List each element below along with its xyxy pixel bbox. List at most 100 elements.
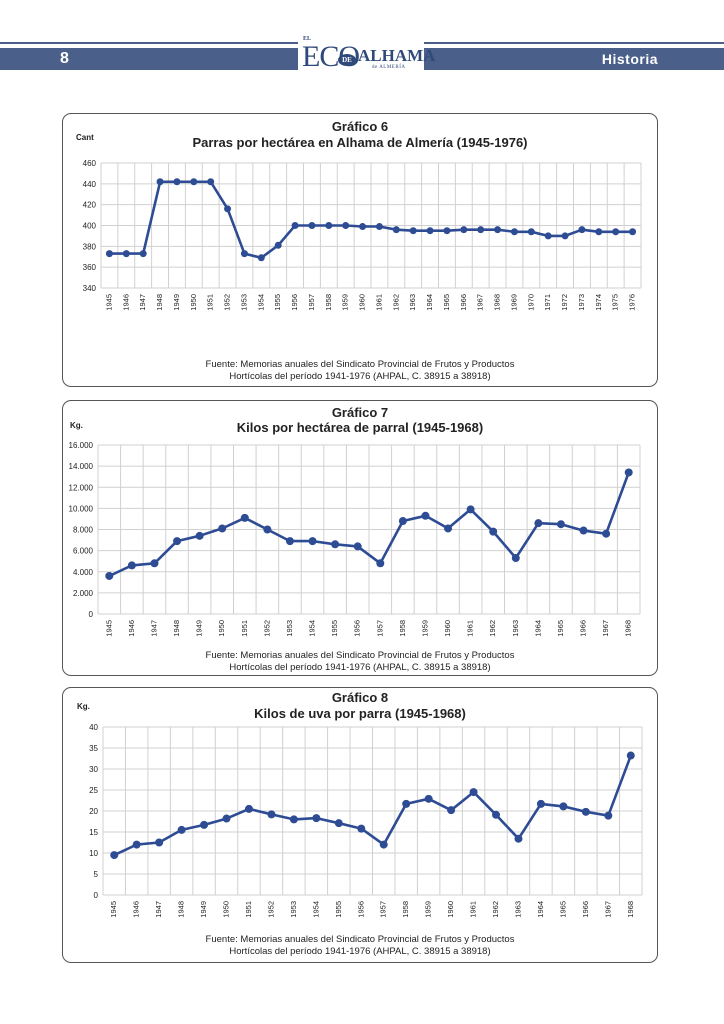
data-point — [492, 810, 501, 819]
data-point — [267, 810, 276, 819]
y-tick-label: 460 — [83, 159, 97, 168]
x-tick-label: 1959 — [424, 901, 433, 918]
x-tick-label: 1966 — [581, 901, 590, 918]
data-point — [224, 205, 232, 213]
data-point — [510, 228, 518, 236]
x-tick-label: 1954 — [256, 294, 265, 311]
x-tick-label: 1973 — [577, 294, 586, 311]
header-bar-right — [424, 48, 724, 70]
x-tick-label: 1947 — [154, 901, 163, 918]
chart-source: Fuente: Memorias anuales del Sindicato P… — [63, 934, 657, 958]
y-tick-label: 4.000 — [73, 568, 94, 577]
x-tick-label: 1959 — [341, 294, 350, 311]
data-point — [218, 524, 227, 533]
data-point — [376, 559, 385, 568]
data-point — [312, 814, 321, 823]
x-tick-label: 1975 — [611, 294, 620, 311]
chart-title: Gráfico 6 — [331, 119, 389, 134]
logo-el: EL — [303, 36, 312, 42]
y-tick-label: 30 — [89, 765, 98, 774]
data-point — [595, 228, 603, 236]
header-bar-left — [0, 48, 298, 70]
x-tick-label: 1970 — [526, 294, 535, 311]
section-title: Historia — [601, 51, 658, 67]
x-tick-label: 1961 — [466, 620, 475, 637]
logo-alhama: ALHAMA — [358, 46, 436, 65]
data-point — [536, 799, 545, 808]
data-point — [150, 559, 159, 568]
x-tick-label: 1955 — [273, 294, 282, 311]
x-tick-label: 1951 — [206, 294, 215, 311]
data-point — [127, 561, 136, 570]
data-point — [421, 511, 430, 520]
x-tick-label: 1974 — [594, 294, 603, 311]
y-tick-label: 25 — [89, 786, 98, 795]
header-rule-right — [424, 42, 724, 44]
data-point — [359, 223, 367, 231]
data-point — [240, 513, 249, 522]
source-line-2: Hortícolas del período 1941-1976 (AHPAL,… — [229, 946, 491, 957]
x-tick-label: 1945 — [104, 620, 113, 637]
x-tick-label: 1948 — [172, 620, 181, 637]
x-tick-label: 1962 — [488, 620, 497, 637]
x-tick-label: 1953 — [289, 901, 298, 918]
x-tick-label: 1964 — [425, 294, 434, 311]
data-point — [447, 806, 456, 815]
x-tick-label: 1949 — [199, 901, 208, 918]
y-tick-label: 420 — [83, 201, 97, 210]
y-tick-label: 40 — [89, 723, 98, 732]
x-tick-label: 1963 — [513, 901, 522, 918]
x-tick-label: 1968 — [624, 620, 633, 637]
x-tick-label: 1967 — [603, 901, 612, 918]
x-tick-label: 1967 — [601, 620, 610, 637]
data-point — [291, 222, 299, 229]
data-point — [240, 250, 248, 258]
y-tick-label: 16.000 — [69, 441, 94, 450]
x-tick-label: 1965 — [442, 294, 451, 311]
chart-subtitle: Kilos por hectárea de parral (1945-1968) — [236, 420, 484, 435]
data-point — [308, 537, 317, 546]
data-point — [244, 804, 253, 813]
x-tick-label: 1965 — [556, 620, 565, 637]
y-tick-label: 20 — [89, 807, 98, 816]
logo-de: DE — [338, 54, 356, 66]
y-tick-label: 360 — [83, 263, 97, 272]
x-tick-label: 1952 — [262, 620, 271, 637]
chart-box-6: Gráfico 6 Parras por hectárea en Alhama … — [62, 113, 658, 387]
y-axis-unit: Kg. — [70, 421, 83, 430]
data-point — [398, 517, 407, 526]
data-point — [195, 531, 204, 540]
x-tick-label: 1956 — [356, 901, 365, 918]
chart-source: Fuente: Memorias anuales del Sindicato P… — [63, 359, 657, 383]
y-tick-label: 15 — [89, 828, 98, 837]
x-tick-label: 1972 — [560, 294, 569, 311]
data-point — [426, 227, 434, 235]
data-point — [460, 226, 468, 234]
x-tick-label: 1948 — [177, 901, 186, 918]
source-line-1: Fuente: Memorias anuales del Sindicato P… — [205, 934, 515, 945]
data-point — [105, 571, 114, 580]
x-tick-label: 1959 — [420, 620, 429, 637]
data-point — [132, 840, 141, 849]
newspaper-logo: EL ECO DE ALHAMA de ALMERÍA — [300, 36, 435, 76]
x-tick-label: 1946 — [127, 620, 136, 637]
y-tick-label: 12.000 — [69, 483, 94, 492]
x-tick-label: 1954 — [308, 620, 317, 637]
data-point — [444, 524, 453, 533]
data-point — [200, 820, 209, 829]
y-tick-label: 0 — [94, 891, 99, 900]
x-tick-label: 1952 — [223, 294, 232, 311]
x-tick-label: 1953 — [239, 294, 248, 311]
data-point — [561, 232, 569, 240]
line-chart-kilos-hectarea: 0 2.000 4.000 6.000 8.000 10.000 12.000 14.000 1… — [69, 441, 641, 637]
x-tick-label: 1945 — [104, 294, 113, 311]
source-line-1: Fuente: Memorias anuales del Sindicato P… — [205, 359, 515, 370]
data-point — [331, 540, 340, 549]
x-tick-label: 1949 — [172, 294, 181, 311]
data-point — [477, 226, 485, 234]
source-line-2: Hortícolas del período 1941-1976 (AHPAL,… — [229, 371, 491, 382]
x-tick-label: 1954 — [311, 901, 320, 918]
data-point — [263, 525, 272, 534]
x-tick-label: 1964 — [533, 620, 542, 637]
data-point — [173, 537, 182, 546]
